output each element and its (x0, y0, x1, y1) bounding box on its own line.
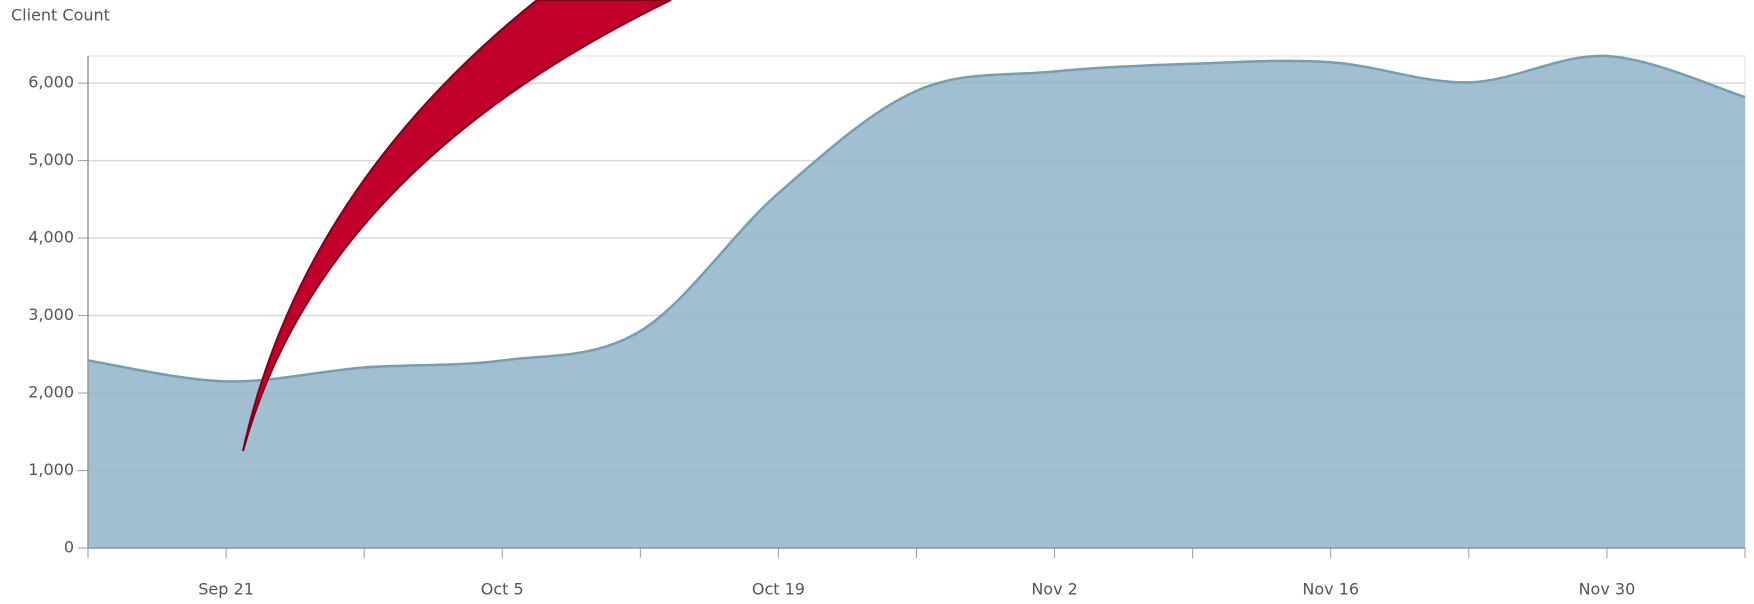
x-tick-label: Nov 16 (1302, 580, 1359, 599)
y-tick-label: 5,000 (28, 150, 74, 169)
y-tick-label: 0 (64, 538, 74, 557)
y-tick-label: 6,000 (28, 73, 74, 92)
x-tick-label: Nov 2 (1031, 580, 1078, 599)
x-tick-label: Sep 21 (198, 580, 254, 599)
x-tick-label: Oct 19 (752, 580, 805, 599)
x-tick-label: Nov 30 (1579, 580, 1636, 599)
y-tick-label: 1,000 (28, 460, 74, 479)
area (88, 56, 1745, 548)
y-axis-label: Client Count (11, 6, 110, 25)
y-tick-label: 2,000 (28, 383, 74, 402)
chart: Client Count 0 1,000 2,000 3,000 4,000 5,000 6… (0, 0, 1754, 604)
y-tick-label: 3,000 (28, 305, 74, 324)
x-tick-label: Oct 5 (481, 580, 524, 599)
y-tick-label: 4,000 (28, 228, 74, 247)
